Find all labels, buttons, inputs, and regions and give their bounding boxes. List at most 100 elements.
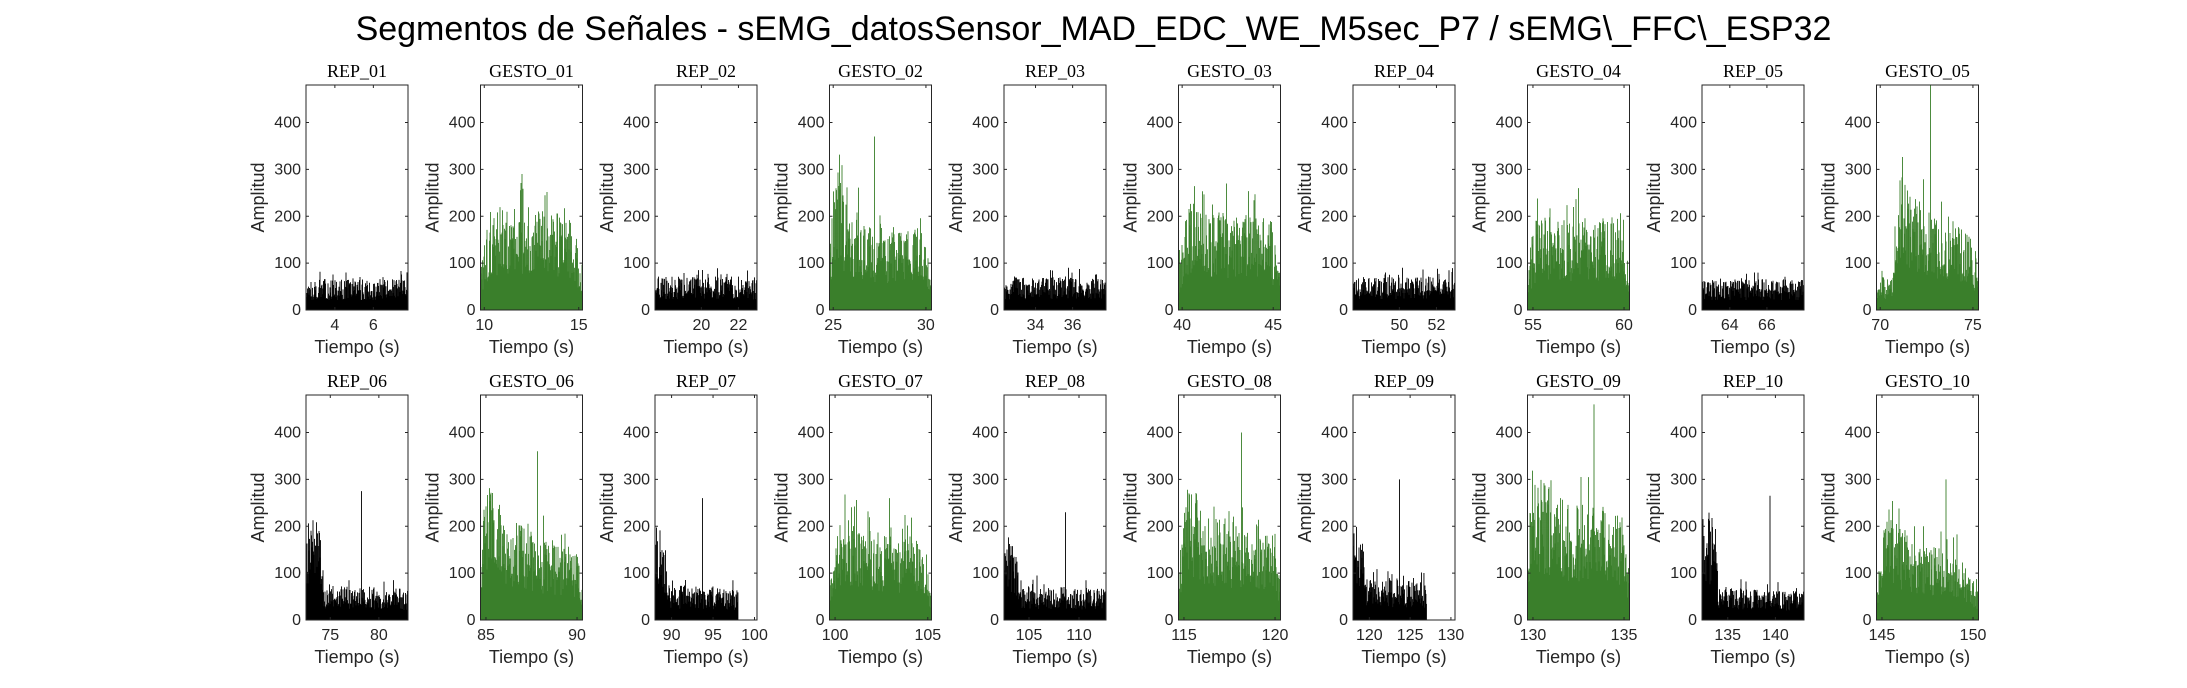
y-tick-label: 100 xyxy=(1147,255,1174,272)
y-tick-label: 300 xyxy=(798,161,825,178)
y-tick-label: 400 xyxy=(1845,425,1872,442)
y-tick-label: 100 xyxy=(972,565,999,582)
y-axis-label: Amplitud xyxy=(597,162,617,232)
x-axis-label: Tiempo (s) xyxy=(1187,647,1272,667)
y-tick-label: 200 xyxy=(798,208,825,225)
y-tick-label: 100 xyxy=(623,255,650,272)
y-tick-label: 400 xyxy=(1147,425,1174,442)
y-tick-label: 300 xyxy=(1845,471,1872,488)
figure-title: Segmentos de Señales - sEMG_datosSensor_… xyxy=(355,10,1832,48)
subplot-rep-07: 0 100 200 300 400 90 95 100 REP_07 Tiempo (s) Ampl… xyxy=(597,371,768,667)
y-axis-label: Amplitud xyxy=(1295,472,1315,542)
y-tick-label: 0 xyxy=(292,612,301,629)
subplot-title: GESTO_05 xyxy=(1885,61,1970,81)
x-tick-label: 90 xyxy=(568,627,586,644)
x-axis-label: Tiempo (s) xyxy=(1536,337,1621,357)
y-tick-label: 0 xyxy=(1339,302,1348,319)
y-tick-label: 200 xyxy=(1147,518,1174,535)
y-axis-label: Amplitud xyxy=(423,162,443,232)
signal-series-rep-10 xyxy=(1701,495,1805,620)
axes-box xyxy=(654,394,758,621)
subplot-title: GESTO_01 xyxy=(489,61,574,81)
x-axis-label: Tiempo (s) xyxy=(1536,647,1621,667)
y-tick-label: 400 xyxy=(1147,115,1174,132)
subplot-gesto-06: 0 100 200 300 400 85 90 GESTO_06 Tiempo (s) Ampli… xyxy=(423,371,587,667)
x-tick-label: 40 xyxy=(1173,317,1191,334)
y-tick-label: 100 xyxy=(1670,565,1697,582)
y-tick-label: 100 xyxy=(1496,255,1523,272)
y-tick-label: 400 xyxy=(972,115,999,132)
y-tick-label: 200 xyxy=(1670,518,1697,535)
y-tick-label: 300 xyxy=(1147,471,1174,488)
signal-series-gesto-09 xyxy=(1527,404,1630,620)
subplot-title: REP_04 xyxy=(1374,61,1434,81)
axes-box xyxy=(1527,394,1630,621)
y-axis-label: Amplitud xyxy=(1121,162,1141,232)
y-tick-label: 0 xyxy=(1165,612,1174,629)
y-tick-label: 200 xyxy=(274,518,301,535)
x-tick-label: 15 xyxy=(570,317,588,334)
y-tick-label: 0 xyxy=(641,612,650,629)
x-axis-label: Tiempo (s) xyxy=(314,647,399,667)
x-tick-label: 30 xyxy=(917,317,935,334)
y-tick-label: 200 xyxy=(1670,208,1697,225)
x-tick-label: 70 xyxy=(1871,317,1889,334)
y-axis-label: Amplitud xyxy=(1295,162,1315,232)
x-tick-label: 125 xyxy=(1397,627,1424,644)
x-tick-label: 85 xyxy=(477,627,495,644)
axes-box xyxy=(1178,84,1281,311)
y-axis-label: Amplitud xyxy=(772,162,792,232)
y-tick-label: 200 xyxy=(1321,208,1348,225)
y-tick-label: 200 xyxy=(1321,518,1348,535)
x-tick-label: 22 xyxy=(730,317,748,334)
y-tick-label: 0 xyxy=(816,612,825,629)
y-axis-label: Amplitud xyxy=(1819,162,1839,232)
y-tick-label: 300 xyxy=(274,471,301,488)
axes-box xyxy=(1352,394,1456,621)
axes-box xyxy=(305,394,409,621)
subplot-gesto-08: 0 100 200 300 400 115 120 GESTO_08 Tiempo (s) Amp… xyxy=(1121,371,1289,667)
y-tick-label: 200 xyxy=(623,208,650,225)
x-tick-label: 120 xyxy=(1262,627,1289,644)
x-axis-label: Tiempo (s) xyxy=(1885,337,1970,357)
signal-series-gesto-02 xyxy=(829,136,932,310)
y-tick-label: 300 xyxy=(972,471,999,488)
axes-box xyxy=(1701,84,1805,311)
subplot-gesto-04: 0 100 200 300 400 55 60 GESTO_04 Tiempo (s) Ampli… xyxy=(1470,61,1634,357)
x-tick-label: 105 xyxy=(1016,627,1043,644)
x-tick-label: 25 xyxy=(824,317,842,334)
y-axis-label: Amplitud xyxy=(1470,472,1490,542)
signal-series-rep-03 xyxy=(1003,267,1107,310)
subplot-rep-01: 0 100 200 300 400 4 6 REP_01 Tiempo (s) Amplitud xyxy=(248,61,409,357)
signal-series-gesto-06 xyxy=(480,451,583,620)
y-tick-label: 200 xyxy=(1496,208,1523,225)
y-tick-label: 0 xyxy=(1688,302,1697,319)
subplot-gesto-05: 0 100 200 300 400 70 75 GESTO_05 Tiempo (s) Ampli… xyxy=(1819,61,1982,357)
y-tick-label: 400 xyxy=(274,115,301,132)
y-axis-label: Amplitud xyxy=(946,162,966,232)
y-tick-label: 0 xyxy=(990,612,999,629)
y-tick-label: 200 xyxy=(1496,518,1523,535)
y-tick-label: 400 xyxy=(274,425,301,442)
y-tick-label: 300 xyxy=(449,161,476,178)
x-tick-label: 105 xyxy=(914,627,941,644)
subplot-title: GESTO_02 xyxy=(838,61,923,81)
x-tick-label: 140 xyxy=(1762,627,1789,644)
y-tick-label: 400 xyxy=(1670,115,1697,132)
y-tick-label: 0 xyxy=(1165,302,1174,319)
x-axis-label: Tiempo (s) xyxy=(1361,337,1446,357)
y-tick-label: 300 xyxy=(623,471,650,488)
subplot-title: REP_05 xyxy=(1723,61,1783,81)
x-tick-label: 120 xyxy=(1356,627,1383,644)
y-tick-label: 100 xyxy=(798,565,825,582)
subplot-title: GESTO_04 xyxy=(1536,61,1621,81)
y-tick-label: 0 xyxy=(1688,612,1697,629)
x-axis-label: Tiempo (s) xyxy=(838,647,923,667)
x-tick-label: 4 xyxy=(330,317,339,334)
y-axis-label: Amplitud xyxy=(946,472,966,542)
signal-series-rep-02 xyxy=(654,268,758,310)
subplot-rep-03: 0 100 200 300 400 34 36 REP_03 Tiempo (s) Amplitu… xyxy=(946,61,1107,357)
axes-box xyxy=(829,84,932,311)
y-tick-label: 300 xyxy=(1670,161,1697,178)
x-tick-label: 50 xyxy=(1390,317,1408,334)
